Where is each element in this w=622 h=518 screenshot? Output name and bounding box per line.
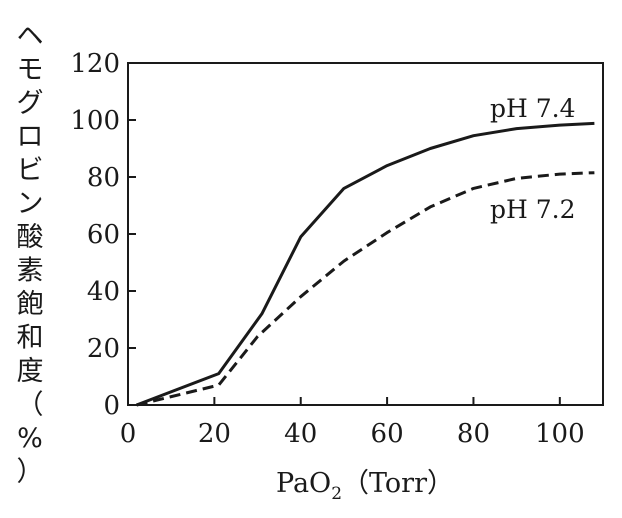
y-axis-title-char: モ [17,55,44,86]
y-axis-title-char: グ [17,88,44,119]
series-label-2: pH 7.2 [490,195,576,224]
y-axis-title-char: ） [17,457,44,488]
x-tick-label: 60 [371,419,404,449]
x-tick-label: 100 [535,419,585,449]
y-tick-label: 100 [70,106,120,136]
series-line-1 [136,121,595,407]
x-axis-title-subscript: 2 [331,484,342,504]
x-tick-label: 80 [457,419,490,449]
x-axis-ticks: 0 20 40 60 80 100 [120,397,585,449]
x-tick-label: 20 [198,419,231,449]
y-axis-title-char: 酸 [17,222,44,253]
series-label-1: pH 7.4 [490,94,576,123]
y-axis-title-char: （ [17,390,44,421]
y-axis-title-char: 度 [17,356,44,387]
y-tick-label: 20 [87,334,120,364]
y-axis-title-char: ビ [17,155,44,186]
y-axis-title-char: % [17,423,43,454]
series-line-2 [136,171,595,407]
x-tick-label: 40 [284,419,317,449]
x-axis-title-unit: （Torr） [342,468,454,499]
series-layer: pH 7.4 pH 7.2 [136,94,595,407]
y-tick-label: 0 [103,391,120,421]
y-tick-label: 80 [87,163,120,193]
y-tick-label: 60 [87,220,120,250]
y-axis-title-char: 飽 [17,289,44,320]
x-axis-title-main: PaO [276,468,331,499]
y-tick-label: 120 [70,49,120,79]
y-axis-ticks: 0 20 40 60 80 100 120 [70,49,136,421]
y-axis-title-char: ン [17,189,44,220]
y-axis-title-char: 素 [17,256,44,287]
y-axis-title-char: 和 [17,323,44,354]
y-tick-label: 40 [87,277,120,307]
y-axis-title-char: ヘ [17,21,44,52]
y-axis-title-char: ロ [17,122,44,153]
x-axis-title: PaO2（Torr） [276,468,454,504]
x-tick-label: 0 [120,419,137,449]
